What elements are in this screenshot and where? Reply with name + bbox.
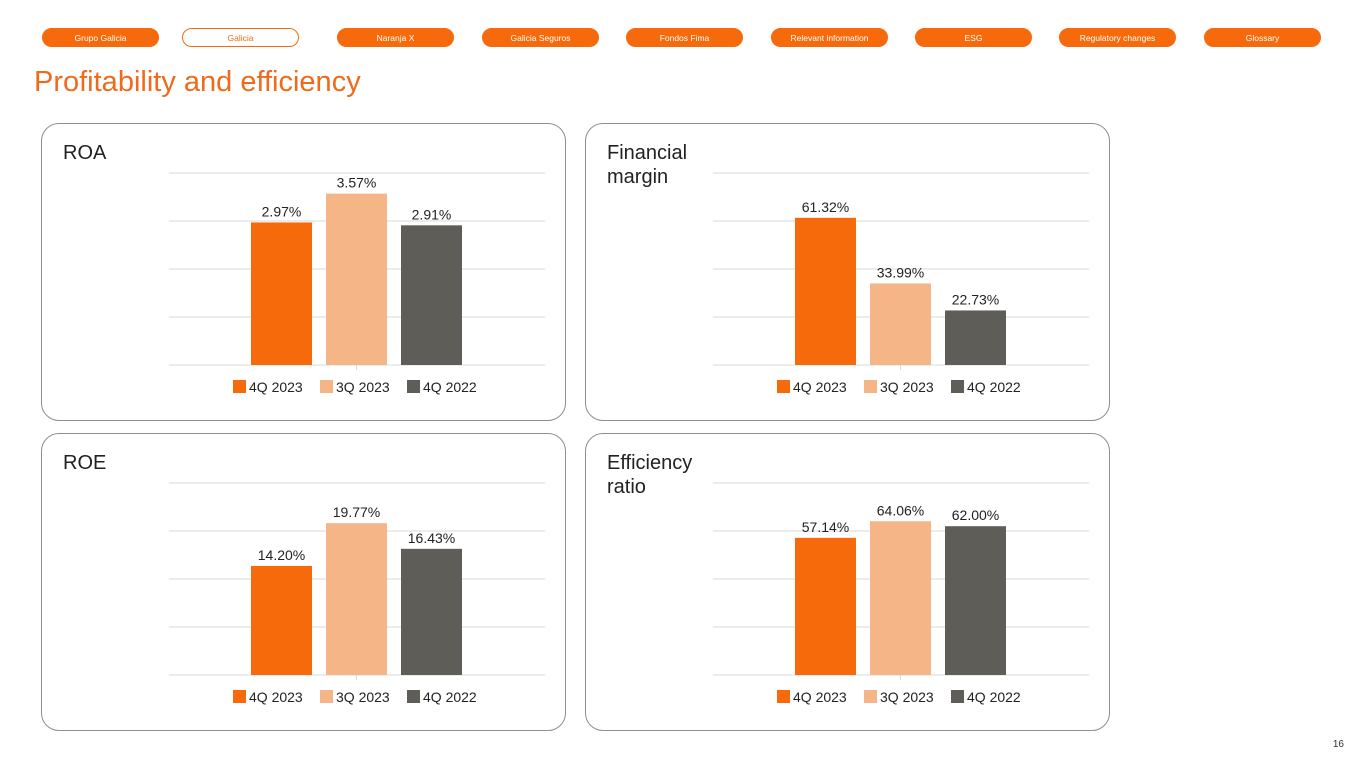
legend-label: 4Q 2023: [793, 379, 847, 395]
page-number: 16: [1332, 739, 1344, 750]
bar-3q-2023: [870, 283, 931, 365]
nav-relevant-information[interactable]: Relevant information: [771, 28, 888, 47]
nav-fondos-fima[interactable]: Fondos Fima: [626, 28, 743, 47]
nav-grupo-galicia[interactable]: Grupo Galicia: [42, 28, 159, 47]
data-label: 14.20%: [258, 547, 305, 563]
legend-label: 3Q 2023: [880, 689, 934, 705]
bar-4q-2022: [945, 526, 1006, 675]
chart-title: Efficiency ratio: [607, 452, 693, 498]
chart-card-roa: ROA 2.97% 3.57% 2.91% 4Q 2023 3Q 2023 4Q 2022: [41, 123, 566, 421]
bar-4q-2023: [251, 565, 312, 675]
legend-label: 4Q 2022: [423, 689, 477, 705]
bar-4q-2022: [401, 548, 462, 675]
chart-title: ROE: [63, 452, 107, 474]
data-label: 64.06%: [877, 502, 924, 518]
bar-4q-2022: [945, 310, 1006, 365]
bar-4q-2022: [401, 225, 462, 365]
roe-chart: 14.20% 19.77% 16.43% 4Q 2023 3Q 2023 4Q 2022: [169, 482, 545, 705]
chart-title: ROA: [63, 142, 107, 164]
nav-esg[interactable]: ESG: [915, 28, 1032, 47]
bar-3q-2023: [870, 521, 931, 675]
bar-4q-2023: [795, 537, 856, 675]
chart-title: Financial margin: [607, 142, 688, 188]
nav-naranja-x[interactable]: Naranja X: [337, 28, 454, 47]
legend-swatch: [320, 690, 333, 703]
legend-swatch: [951, 690, 964, 703]
chart-card-roe: ROE 14.20% 19.77% 16.43% 4Q 2023 3Q 2023 4Q 2…: [41, 433, 566, 731]
legend-swatch: [777, 380, 790, 393]
data-label: 22.73%: [952, 291, 999, 307]
chart-card-financial-margin: Financial margin 61.32% 33.99% 22.73% 4Q 20…: [585, 123, 1110, 421]
legend-label: 4Q 2022: [423, 379, 477, 395]
legend-label: 3Q 2023: [336, 689, 390, 705]
data-label: 3.57%: [337, 175, 377, 191]
legend-swatch: [951, 380, 964, 393]
bar-4q-2023: [251, 222, 312, 365]
legend-label: 4Q 2022: [967, 379, 1021, 395]
data-label: 57.14%: [802, 519, 849, 535]
chart-card-efficiency-ratio: Efficiency ratio 57.14% 64.06% 62.00% 4Q 20…: [585, 433, 1110, 731]
legend-label: 3Q 2023: [336, 379, 390, 395]
legend-label: 4Q 2023: [249, 689, 303, 705]
legend-label: 4Q 2022: [967, 689, 1021, 705]
nav-glossary[interactable]: Glossary: [1204, 28, 1321, 47]
data-label: 19.77%: [333, 504, 380, 520]
legend-swatch: [864, 380, 877, 393]
bar-3q-2023: [326, 193, 387, 365]
legend-swatch: [864, 690, 877, 703]
page-title: Profitability and efficiency: [34, 66, 361, 98]
legend-label: 4Q 2023: [793, 689, 847, 705]
legend-label: 3Q 2023: [880, 379, 934, 395]
bar-3q-2023: [326, 523, 387, 675]
legend-label: 4Q 2023: [249, 379, 303, 395]
legend-swatch: [320, 380, 333, 393]
legend-swatch: [407, 690, 420, 703]
data-label: 16.43%: [408, 530, 455, 546]
legend-swatch: [407, 380, 420, 393]
nav-galicia[interactable]: Galicia: [182, 28, 299, 47]
efficiency-ratio-chart: 57.14% 64.06% 62.00% 4Q 2023 3Q 2023 4Q 2022: [713, 482, 1089, 705]
data-label: 33.99%: [877, 264, 924, 280]
legend-swatch: [777, 690, 790, 703]
nav-galicia-seguros[interactable]: Galicia Seguros: [482, 28, 599, 47]
data-label: 2.97%: [262, 203, 302, 219]
legend-swatch: [233, 690, 246, 703]
data-label: 2.91%: [412, 206, 452, 222]
nav-regulatory-changes[interactable]: Regulatory changes: [1059, 28, 1176, 47]
data-label: 61.32%: [802, 199, 849, 215]
data-label: 62.00%: [952, 507, 999, 523]
bar-4q-2023: [795, 217, 856, 365]
legend-swatch: [233, 380, 246, 393]
financial-margin-chart: 61.32% 33.99% 22.73% 4Q 2023 3Q 2023 4Q 2022: [713, 172, 1089, 395]
roa-chart: 2.97% 3.57% 2.91% 4Q 2023 3Q 2023 4Q 2022: [169, 172, 545, 395]
top-navigation: Grupo Galicia Galicia Naranja X Galicia …: [0, 28, 1365, 47]
